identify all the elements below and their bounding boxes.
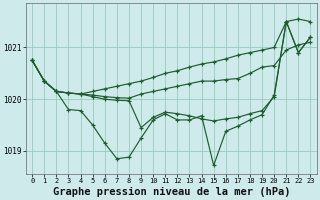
X-axis label: Graphe pression niveau de la mer (hPa): Graphe pression niveau de la mer (hPa) <box>52 186 290 197</box>
